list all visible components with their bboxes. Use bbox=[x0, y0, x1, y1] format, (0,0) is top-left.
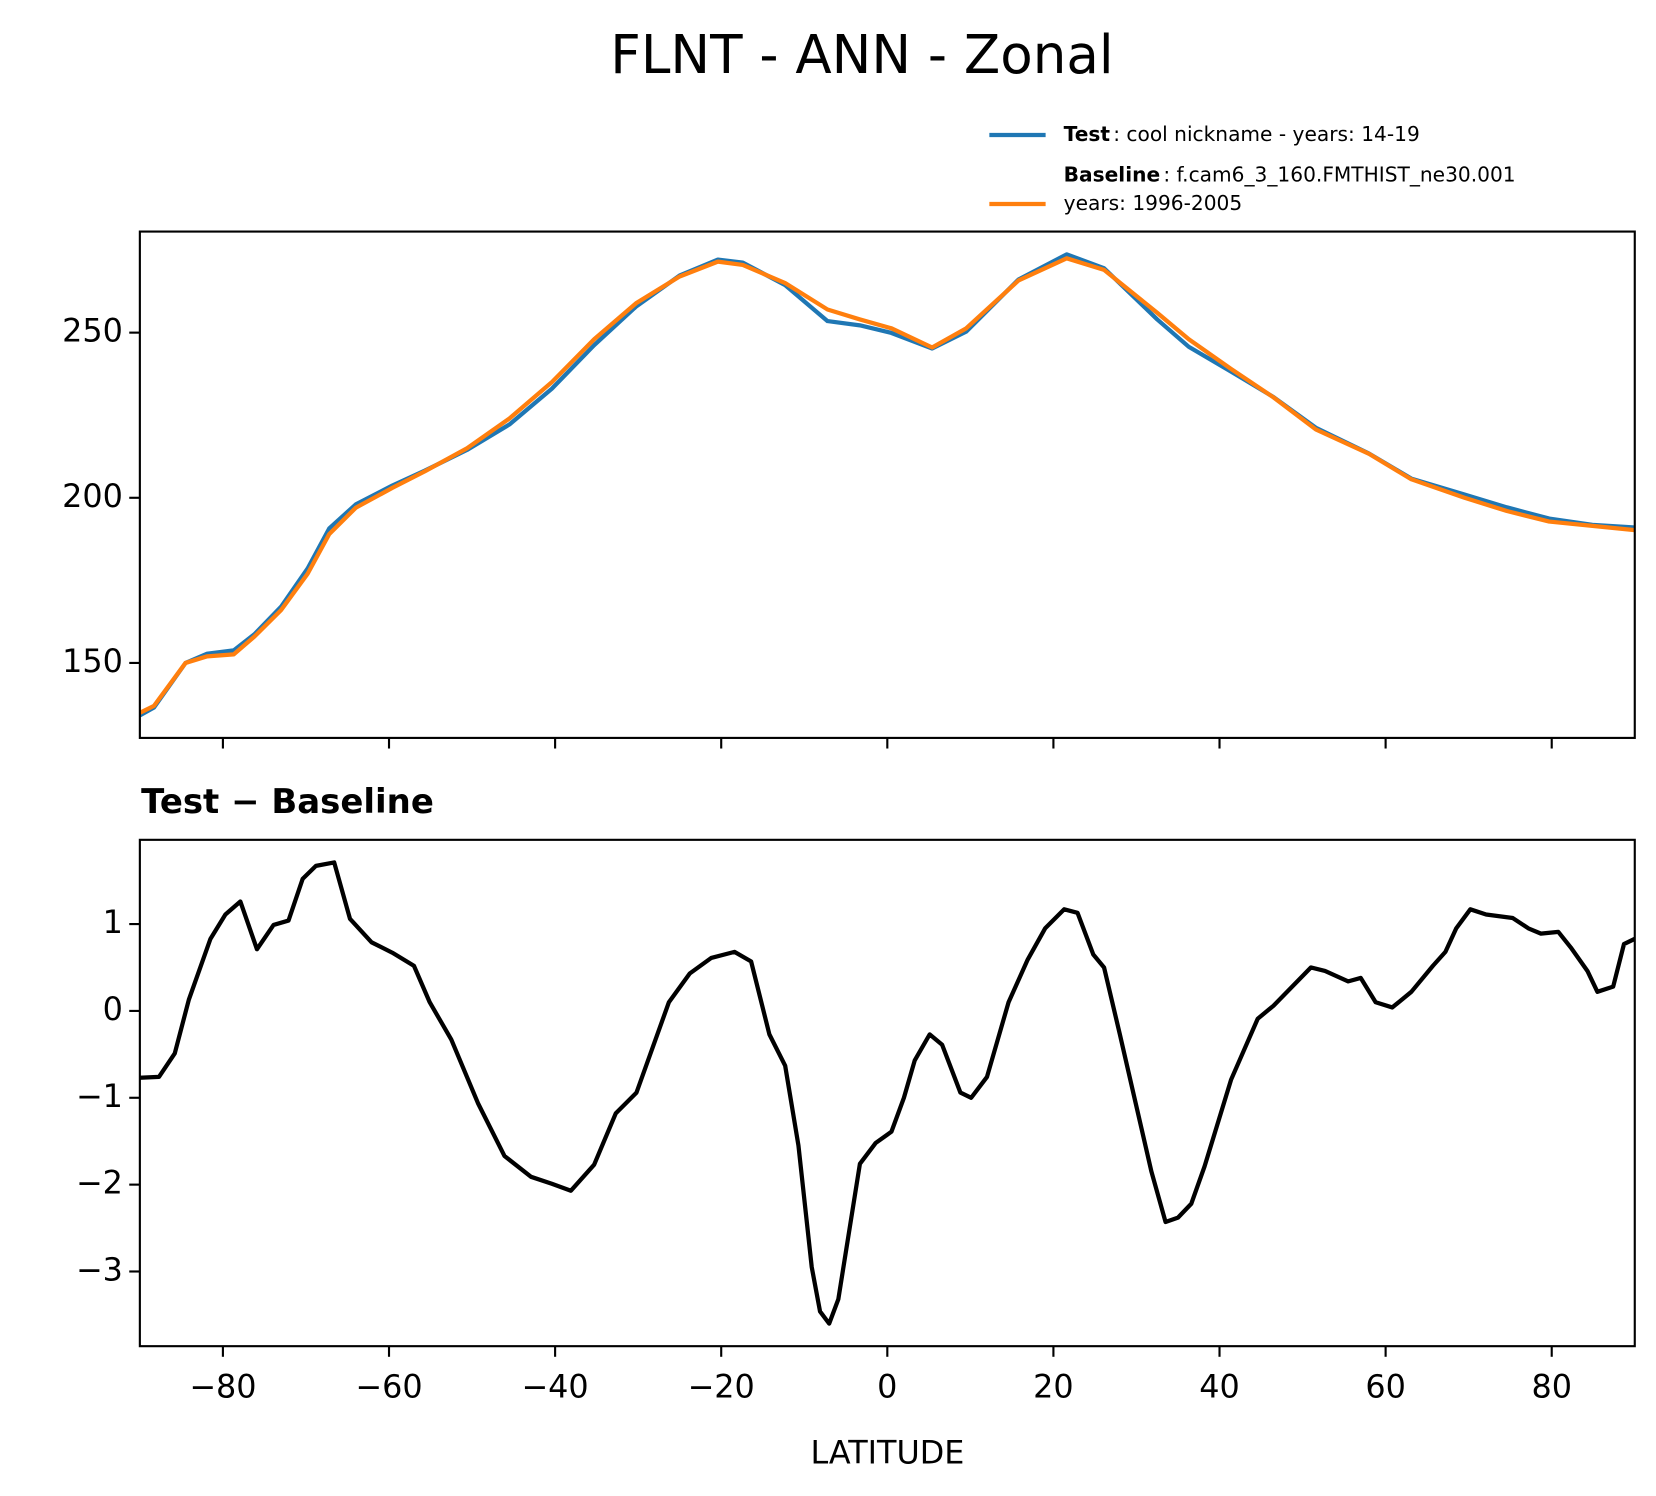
y-tick-label: −1 bbox=[76, 1077, 123, 1115]
series-line bbox=[139, 256, 1635, 715]
y-tick-label: 1 bbox=[103, 903, 123, 941]
plot-frame bbox=[138, 838, 1636, 1348]
y-tick-label: 200 bbox=[62, 477, 123, 515]
series-line bbox=[139, 860, 1635, 1326]
legend-label: years: 1996-2005 bbox=[1064, 190, 1243, 214]
y-tick-label: −2 bbox=[76, 1164, 123, 1202]
legend-name: Baseline bbox=[1064, 162, 1160, 186]
plot-frame bbox=[138, 230, 1636, 739]
x-tick-label: −80 bbox=[189, 1368, 256, 1406]
series-line bbox=[139, 252, 1635, 718]
y-tick-label: 150 bbox=[62, 642, 123, 680]
legend-name: Test bbox=[1064, 121, 1111, 145]
x-tick-label: −60 bbox=[355, 1368, 422, 1406]
legend-detail: years: 1996-2005 bbox=[1064, 190, 1243, 214]
y-tick-label: −3 bbox=[76, 1250, 123, 1288]
legend-detail: : f.cam6_3_160.FMTHIST_ne30.001 bbox=[1163, 162, 1515, 186]
panel-title: Test − Baseline bbox=[141, 782, 434, 822]
x-tick-label: 0 bbox=[877, 1368, 897, 1406]
x-tick-label: −20 bbox=[688, 1368, 755, 1406]
chart-title: FLNT - ANN - Zonal bbox=[610, 24, 1113, 86]
y-tick-label: 250 bbox=[62, 312, 123, 350]
legend-label: Baseline: f.cam6_3_160.FMTHIST_ne30.001 bbox=[1064, 162, 1516, 186]
x-axis-label: LATITUDE bbox=[810, 1433, 964, 1471]
x-tick-label: 60 bbox=[1365, 1368, 1406, 1406]
x-tick-label: 40 bbox=[1199, 1368, 1240, 1406]
x-tick-label: −40 bbox=[522, 1368, 589, 1406]
legend-detail: : cool nickname - years: 14-19 bbox=[1113, 121, 1420, 145]
legend-label: Test: cool nickname - years: 14-19 bbox=[1064, 121, 1420, 145]
y-tick-label: 0 bbox=[103, 990, 123, 1028]
x-tick-label: 20 bbox=[1033, 1368, 1074, 1406]
x-tick-label: 80 bbox=[1531, 1368, 1572, 1406]
